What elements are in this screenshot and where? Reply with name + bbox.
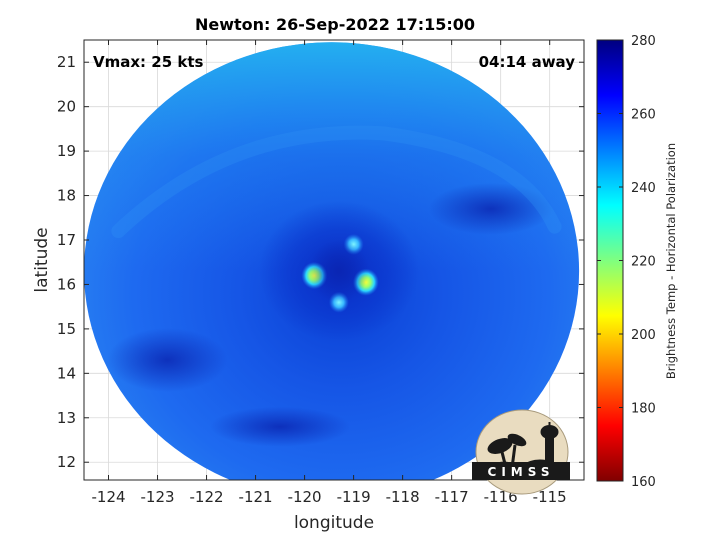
y-tick-label: 14: [57, 364, 76, 382]
colorbar-ticks: 160 180 200 220 240 260 280: [597, 34, 656, 490]
y-tick-label: 18: [57, 187, 76, 205]
x-tick-label: -122: [190, 488, 224, 506]
spiral-band: [111, 125, 562, 239]
colorbar-tick-label: 200: [631, 328, 656, 343]
feature-spot: [308, 239, 369, 303]
y-tick-label: 12: [57, 453, 76, 471]
vmax-annotation: Vmax: 25 kts: [93, 53, 203, 71]
cimss-logo-text: CIMSS: [488, 465, 555, 479]
colorbar-tick-label: 240: [631, 181, 656, 196]
colorbar-tick-label: 180: [631, 402, 656, 417]
x-tick-label: -124: [91, 488, 125, 506]
x-tick-label: -120: [288, 488, 322, 506]
y-axis-label: latitude: [32, 227, 52, 292]
x-tick-label: -118: [386, 488, 420, 506]
distance-annotation: 04:14 away: [479, 53, 576, 71]
colorbar: 160 180 200 220 240 260 280 Brightness Temp - …: [596, 34, 678, 490]
y-tick-label: 13: [57, 409, 76, 427]
x-tick-label: -121: [239, 488, 273, 506]
x-axis: -124 -123 -122 -121 -120 -119 -118 -117 -116 -115: [91, 40, 567, 506]
y-tick-label: 20: [57, 98, 76, 116]
cimss-logo: CIMSS: [472, 409, 570, 495]
cold-region-south: [210, 406, 351, 447]
y-tick-label: 16: [57, 275, 76, 293]
x-tick-label: -117: [435, 488, 469, 506]
swath-image: [84, 42, 580, 480]
y-tick-label: 15: [57, 320, 76, 338]
cold-region-west: [107, 328, 228, 392]
chart-title: Newton: 26-Sep-2022 17:15:00: [195, 15, 475, 34]
x-tick-label: -119: [337, 488, 371, 506]
x-axis-label: longitude: [294, 513, 374, 533]
axes-frame: [83, 39, 585, 481]
colorbar-tick-label: 160: [631, 475, 656, 490]
y-tick-label: 17: [57, 231, 76, 249]
colorbar-label: Brightness Temp - Horizontal Polarizatio…: [664, 143, 678, 379]
cold-region-east: [428, 182, 553, 235]
colorbar-tick-label: 280: [631, 34, 656, 49]
colorbar-gradient: [596, 39, 624, 482]
x-tick-label: -115: [533, 488, 567, 506]
colorbar-tick-label: 220: [631, 255, 656, 270]
y-tick-label: 19: [57, 142, 76, 160]
y-axis: 12 13 14 15 16 17 18 19 20 21: [57, 53, 584, 471]
x-tick-label: -123: [141, 488, 175, 506]
colorbar-tick-label: 260: [631, 108, 656, 123]
y-tick-label: 21: [57, 53, 76, 71]
